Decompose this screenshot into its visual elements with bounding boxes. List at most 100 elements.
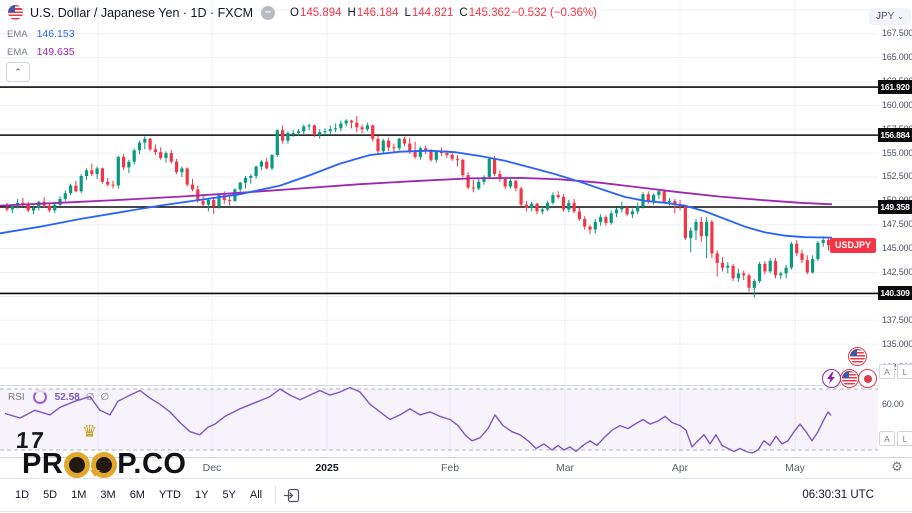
price-level-badge: 140.309: [878, 286, 912, 301]
candle-body: [418, 148, 422, 157]
time-axis-label: 2025: [315, 462, 339, 474]
candle-body: [556, 195, 560, 197]
auto-scale-button[interactable]: A: [879, 364, 895, 379]
candle-body: [275, 130, 279, 155]
price-tick-label: 145.000: [882, 243, 912, 254]
us-flag-icon: [8, 5, 23, 20]
candle-body: [455, 158, 460, 160]
candle-body: [710, 221, 714, 254]
pane-separator[interactable]: [0, 385, 912, 386]
ema-slow-row[interactable]: EMA 149.635: [7, 46, 75, 58]
time-axis-label: Dec: [202, 462, 222, 474]
candle-body: [577, 211, 581, 219]
candle-body: [694, 221, 698, 231]
open-label: O: [290, 6, 299, 19]
candle-body: [185, 168, 189, 185]
candle-body: [281, 130, 285, 141]
rsi-legend[interactable]: RSI 52.58 ∅ ∅: [8, 390, 109, 404]
candle-body: [805, 260, 809, 273]
candle-body: [10, 205, 14, 210]
candle-body: [747, 275, 751, 288]
price-tick-label: 142.500: [882, 266, 912, 277]
range-button-1D[interactable]: 1D: [15, 489, 30, 501]
gear-icon[interactable]: ⚙: [891, 459, 903, 474]
candle-body: [312, 125, 316, 135]
ohlc-readout: O 145.894 H 146.184 L 144.821 C 145.362 −0.5…: [284, 7, 597, 19]
candle-body: [561, 197, 566, 210]
ema-slow-value: 149.635: [36, 46, 75, 58]
us-event-flag-icon[interactable]: [840, 369, 859, 388]
candle-body: [773, 261, 778, 276]
candle-body: [402, 138, 407, 144]
range-button-5Y[interactable]: 5Y: [222, 489, 236, 501]
price-axis[interactable]: JPY ⌄ A L A L 167.500165.000162.500160.0…: [869, 0, 912, 457]
candle-body: [599, 217, 603, 222]
candle-body: [79, 176, 83, 192]
candle-body: [646, 194, 650, 202]
candle-body: [461, 159, 465, 176]
range-button-YTD[interactable]: YTD: [158, 489, 181, 501]
volatility-event-icon[interactable]: [822, 369, 841, 388]
us-event-flag-icon[interactable]: [848, 347, 867, 366]
low-value: 144.821: [411, 6, 454, 19]
candle-body: [392, 147, 396, 149]
log-scale-button[interactable]: L: [897, 364, 912, 379]
range-button-1Y[interactable]: 1Y: [194, 489, 209, 501]
candle-body: [673, 200, 677, 205]
candle-body: [249, 176, 253, 178]
range-button-3M[interactable]: 3M: [100, 489, 116, 501]
change-value: −0.532 (−0.36%): [511, 6, 597, 19]
candle-body: [47, 205, 51, 211]
close-value: 145.362: [468, 6, 511, 19]
minimize-icon[interactable]: –: [261, 5, 276, 20]
candle-body: [593, 221, 597, 230]
candle-body: [69, 185, 73, 194]
collapse-legend-button[interactable]: ⌃: [6, 62, 30, 82]
candle-body: [477, 181, 481, 189]
candle-body: [307, 125, 311, 127]
go-to-date-button[interactable]: [284, 487, 301, 504]
candle-body: [715, 253, 719, 263]
range-button-5D[interactable]: 5D: [43, 489, 58, 501]
auto-scale-button[interactable]: A: [879, 431, 895, 446]
candle-body: [535, 203, 539, 212]
loading-spinner-icon: [32, 390, 47, 404]
clock-utc[interactable]: 06:30:31 UTC: [802, 489, 874, 501]
range-button-All[interactable]: All: [249, 489, 263, 501]
currency-toggle-button[interactable]: JPY ⌄: [869, 8, 911, 25]
candle-body: [339, 123, 343, 129]
rsi-scale-mode-buttons: A L: [879, 431, 912, 446]
candle-body: [731, 265, 735, 279]
candle-body: [795, 243, 799, 254]
candle-body: [551, 195, 555, 203]
main-chart-pane[interactable]: [0, 0, 878, 386]
rsi-tick-label: 60.00: [882, 398, 904, 409]
log-scale-button[interactable]: L: [897, 431, 912, 446]
price-tick-label: 155.000: [882, 147, 912, 158]
candle-body: [259, 161, 263, 167]
candle-body: [413, 151, 417, 157]
candle-body: [784, 267, 788, 274]
range-button-1M[interactable]: 1M: [71, 489, 87, 501]
chevron-up-icon: ⌃: [14, 66, 22, 77]
currency-label: JPY: [875, 11, 895, 22]
candle-body: [190, 184, 195, 190]
symbol-title[interactable]: U.S. Dollar / Japanese Yen · 1D · FXCM: [30, 5, 254, 20]
candle-body: [371, 125, 375, 139]
candle-body: [503, 178, 507, 187]
candle-body: [614, 209, 619, 214]
candle-body: [90, 170, 94, 175]
price-tick-label: 152.500: [882, 171, 912, 182]
rsi-value: 52.58: [54, 391, 80, 403]
time-axis[interactable]: Dec 2025 Feb Mar Apr May: [0, 458, 912, 478]
candle-body: [657, 191, 661, 196]
candle-body: [445, 153, 449, 155]
rsi-pane[interactable]: [0, 386, 878, 457]
range-button-6M[interactable]: 6M: [129, 489, 145, 501]
candle-body: [84, 170, 89, 176]
ema-fast-row[interactable]: EMA 146.153: [7, 28, 75, 40]
japan-event-flag-icon[interactable]: [858, 369, 877, 388]
candle-body: [652, 195, 656, 202]
candle-body: [254, 166, 258, 177]
